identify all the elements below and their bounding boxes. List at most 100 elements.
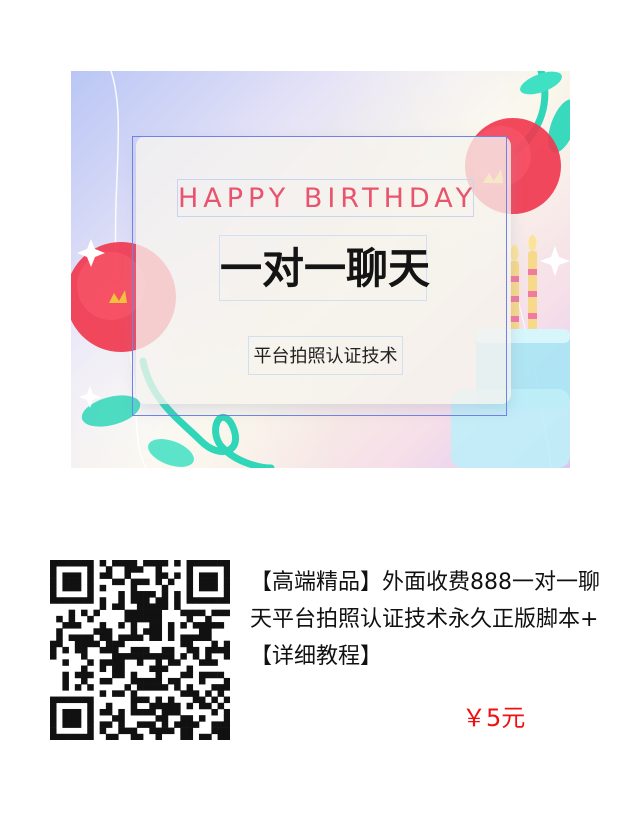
qr-module: [198, 677, 206, 685]
qr-module: [130, 622, 138, 629]
qr-module: [198, 634, 206, 641]
qr-module: [130, 696, 138, 704]
qr-module: [62, 597, 69, 604]
qr-module: [136, 733, 144, 741]
qr-module: [50, 715, 57, 722]
qr-module: [105, 646, 113, 654]
qr-module: [186, 733, 194, 741]
qr-module: [205, 646, 212, 654]
qr-module: [81, 733, 88, 741]
qr-module: [205, 628, 212, 635]
qr-module: [211, 671, 218, 679]
qr-module: [136, 696, 144, 704]
qr-module: [124, 566, 131, 573]
qr-module: [155, 684, 163, 691]
qr-module: [205, 584, 212, 592]
qr-module: [50, 708, 57, 716]
qr-module: [167, 646, 175, 654]
qr-module: [223, 677, 231, 685]
qr-module: [217, 733, 225, 741]
qr-module: [62, 584, 69, 592]
qr-module: [155, 702, 163, 710]
qr-module: [223, 696, 231, 704]
qr-module: [223, 733, 231, 741]
qr-module: [136, 566, 144, 573]
product-banner-image[interactable]: HAPPY BIRTHDAY 一对一聊天 平台拍照认证技术: [71, 71, 570, 468]
qr-module: [167, 677, 175, 685]
qr-module: [50, 721, 57, 728]
qr-module: [186, 578, 194, 586]
qr-module: [93, 609, 100, 617]
qr-module: [112, 715, 119, 722]
qr-module: [167, 708, 175, 716]
qr-module: [217, 560, 225, 567]
qr-module: [174, 603, 181, 610]
qr-module: [180, 653, 187, 660]
qr-module: [180, 721, 187, 728]
qr-module: [167, 702, 175, 710]
qr-module: [149, 634, 156, 641]
qr-module: [186, 640, 194, 648]
qr-code-icon[interactable]: [50, 560, 231, 741]
qr-module: [174, 708, 181, 716]
qr-module: [136, 591, 144, 598]
qr-module: [155, 696, 163, 704]
qr-module: [155, 653, 163, 660]
qr-module: [167, 696, 175, 704]
qr-module: [198, 597, 206, 604]
qr-module: [105, 702, 113, 710]
qr-module: [124, 560, 131, 567]
qr-module: [130, 628, 138, 635]
qr-module: [124, 572, 131, 579]
qr-module: [56, 696, 63, 704]
qr-module: [143, 578, 150, 586]
qr-module: [74, 715, 82, 722]
qr-module: [186, 597, 194, 604]
qr-module: [124, 609, 131, 617]
qr-module: [118, 727, 125, 735]
qr-module: [112, 690, 119, 697]
qr-module: [198, 584, 206, 592]
qr-module: [118, 659, 125, 666]
qr-module: [223, 597, 231, 604]
banner-guide-frame: [132, 136, 507, 416]
qr-module: [62, 578, 69, 586]
qr-module: [130, 584, 138, 592]
qr-module: [118, 622, 125, 629]
qr-module: [62, 560, 69, 567]
qr-module: [205, 560, 212, 567]
qr-module: [99, 665, 107, 673]
qr-module: [205, 702, 212, 710]
qr-module: [74, 578, 82, 586]
qr-module: [180, 622, 187, 629]
qr-module: [99, 727, 107, 735]
product-title[interactable]: 【高端精品】外面收费888一对一聊天平台拍照认证技术永久正版脚本+【详细教程】: [250, 570, 600, 669]
qr-module: [50, 560, 57, 567]
qr-module: [81, 646, 88, 654]
qr-module: [211, 578, 218, 586]
qr-module: [149, 615, 156, 623]
qr-module: [149, 622, 156, 629]
qr-module: [74, 560, 82, 567]
qr-module: [161, 653, 169, 660]
qr-module: [205, 578, 212, 586]
qr-module: [217, 622, 225, 629]
qr-module: [205, 653, 212, 660]
qr-module: [211, 727, 218, 735]
qr-module: [161, 727, 169, 735]
qr-module: [211, 721, 218, 728]
banner-subtitle: 平台拍照认证技术: [248, 336, 403, 375]
qr-module: [130, 560, 138, 567]
qr-module: [198, 733, 206, 741]
qr-module: [211, 560, 218, 567]
qr-module: [56, 733, 63, 741]
qr-module: [62, 721, 69, 728]
qr-module: [118, 597, 125, 604]
qr-module: [50, 591, 57, 598]
qr-module: [186, 665, 194, 673]
qr-module: [223, 640, 231, 648]
qr-module: [105, 721, 113, 728]
qr-module: [223, 727, 231, 735]
qr-module: [99, 628, 107, 635]
qr-module: [186, 690, 194, 697]
